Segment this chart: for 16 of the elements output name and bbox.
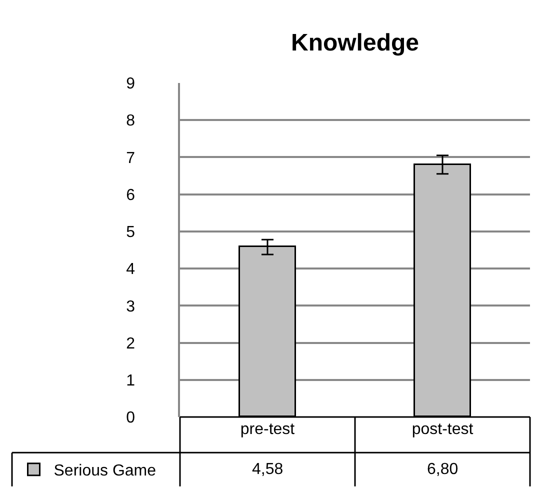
y-tick-label: 6	[126, 186, 136, 204]
x-tick-label: post-test	[412, 421, 474, 438]
y-tick-label: 1	[126, 372, 136, 390]
chart-title: Knowledge	[290, 29, 420, 56]
x-tick-label: pre-test	[240, 421, 296, 438]
data-label: 6,80	[427, 461, 458, 478]
y-tick-label: 5	[126, 224, 136, 242]
y-tick-label: 2	[126, 335, 136, 352]
y-tick-label: 7	[126, 150, 136, 167]
y-tick-label: 4	[126, 261, 136, 278]
y-tick-label: 9	[126, 76, 136, 93]
legend-label: Serious Game	[54, 462, 156, 480]
y-tick-label: 0	[126, 410, 136, 427]
y-tick-label: 8	[126, 112, 136, 130]
data-label: 4,58	[252, 461, 284, 478]
y-tick-label: 3	[126, 298, 136, 316]
